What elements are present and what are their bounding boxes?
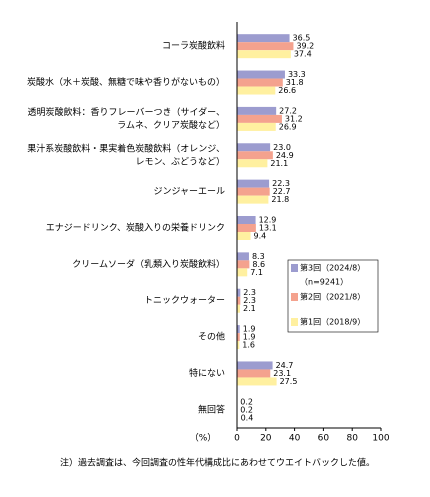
category-label: コーラ炭酸飲料 (162, 40, 225, 52)
value-label: 37.4 (294, 50, 312, 59)
category-label: 特にない (189, 367, 225, 379)
category-label: ジンジャーエール (153, 187, 225, 197)
value-label: 8.6 (252, 260, 265, 269)
bar (237, 187, 270, 196)
bar (237, 260, 250, 269)
bar (237, 86, 276, 95)
bar (237, 195, 269, 204)
x-tick-label: 0 (234, 434, 240, 444)
bar (237, 341, 240, 350)
value-label: 23.0 (273, 143, 291, 152)
legend-label: 第2回（2021/8） (300, 292, 365, 302)
x-tick-label: 40 (289, 434, 301, 444)
bar (237, 34, 290, 43)
category-label: エナジードリンク、炭酸入りの栄養ドリンク (46, 222, 225, 234)
x-axis-label: （%） (190, 433, 217, 444)
bar (237, 304, 241, 313)
value-label: 22.7 (273, 187, 291, 196)
bar (237, 288, 241, 297)
value-label: 26.9 (279, 122, 297, 131)
bar (237, 143, 271, 152)
value-label: 24.9 (276, 151, 294, 160)
value-label: 39.2 (296, 42, 314, 51)
value-label: 31.2 (285, 114, 303, 123)
category-label: レモン、ぶどうなど） (136, 156, 225, 167)
value-label: 13.1 (259, 224, 277, 233)
value-label: 12.9 (259, 216, 277, 225)
legend-swatch (291, 318, 298, 326)
value-label: 36.5 (293, 34, 311, 43)
x-tick-label: 80 (346, 434, 358, 444)
legend-label: 第1回（2018/9） (300, 317, 365, 327)
bar (237, 179, 270, 188)
value-label: 24.7 (276, 361, 294, 370)
value-label: 9.4 (254, 232, 267, 241)
x-tick-label: 60 (318, 434, 330, 444)
value-label: 2.3 (243, 296, 256, 305)
category-label: 無回答 (198, 403, 225, 415)
bar (237, 70, 285, 79)
value-label: 1.9 (243, 333, 256, 342)
category-label: その他 (198, 331, 225, 343)
bar (237, 106, 277, 115)
value-label: 21.1 (270, 159, 288, 168)
bar (237, 268, 248, 277)
bar (237, 78, 283, 87)
legend-box (287, 259, 379, 333)
bar (237, 151, 273, 160)
category-label: クリームソーダ（乳類入り炭酸飲料） (72, 258, 225, 270)
value-label: 0.2 (240, 405, 253, 414)
legend-note: （n=9241） (300, 278, 348, 287)
value-label: 33.3 (288, 70, 306, 79)
value-label: 2.1 (243, 304, 256, 313)
category-label: 透明炭酸飲料：香りフレーバーつき（サイダー、 (28, 106, 225, 118)
bar (237, 361, 273, 370)
value-label: 26.6 (278, 86, 296, 95)
value-label: 2.3 (243, 288, 256, 297)
bar (237, 296, 241, 305)
bar (237, 369, 271, 378)
x-tick-label: 100 (372, 434, 389, 444)
value-label: 1.6 (242, 341, 255, 350)
value-label: 8.3 (252, 252, 265, 261)
category-label: ラムネ、クリア炭酸など） (117, 120, 225, 131)
x-tick-label: 20 (260, 434, 272, 444)
bar (237, 333, 240, 342)
bar (237, 252, 249, 261)
bar (237, 232, 251, 240)
bar (237, 216, 256, 224)
value-label: 1.9 (243, 325, 256, 334)
footnote: 注）過去調査は、今回調査の性年代構成比にあわせてウエイトバックした値。 (60, 457, 375, 469)
bar (237, 50, 291, 59)
value-label: 0.4 (241, 413, 254, 422)
bar (237, 377, 277, 386)
legend-label: 第3回（2024/8） (300, 263, 365, 273)
bar (237, 325, 240, 334)
value-label: 27.5 (280, 377, 298, 386)
value-label: 31.8 (286, 78, 304, 87)
value-label: 0.2 (240, 397, 253, 406)
bar (237, 114, 282, 123)
value-label: 22.3 (272, 179, 290, 188)
value-label: 27.2 (279, 106, 297, 115)
value-label: 21.8 (271, 195, 289, 204)
category-label: 果汁系炭酸飲料・果実着色炭酸飲料（オレンジ、 (27, 142, 225, 154)
bar (237, 42, 294, 51)
legend-swatch (291, 264, 298, 272)
category-label: 炭酸水（水＋炭酸、無糖で味や香りがないもの） (27, 76, 225, 88)
bar (237, 122, 276, 131)
category-label: トニックウォーター (144, 295, 225, 306)
bar (237, 224, 256, 232)
bar (237, 159, 268, 168)
value-label: 7.1 (250, 268, 263, 277)
value-label: 23.1 (273, 369, 291, 378)
legend-swatch (291, 293, 298, 301)
